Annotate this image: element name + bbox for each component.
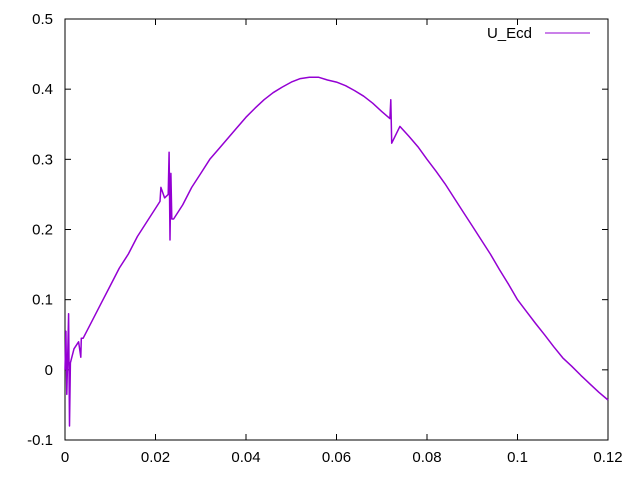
- y-tick-label: -0.1: [27, 432, 53, 449]
- y-tick-label: 0.5: [32, 11, 53, 28]
- y-tick-label: 0.1: [32, 292, 53, 309]
- x-tick-label: 0.02: [141, 449, 170, 466]
- y-tick-label: 0.3: [32, 151, 53, 168]
- series-line-u-ecd: [64, 76, 609, 427]
- axis-ticks: -0.1 0 0.1 0.2 0.3 0.4 0.5 0 0.02 0.04 0.06 0.08 0.1…: [27, 11, 622, 466]
- y-tick-label: 0: [45, 362, 53, 379]
- legend: U_Ecd: [487, 25, 590, 42]
- x-tick-label: 0.12: [593, 449, 622, 466]
- x-tick-label: 0.08: [412, 449, 441, 466]
- x-tick-label: 0.1: [507, 449, 528, 466]
- plot-border: [64, 18, 609, 441]
- y-tick-label: 0.2: [32, 222, 53, 239]
- x-tick-label: 0.06: [322, 449, 351, 466]
- legend-label: U_Ecd: [487, 25, 532, 42]
- x-tick-label: 0: [61, 449, 69, 466]
- x-tick-label: 0.04: [231, 449, 260, 466]
- y-tick-label: 0.4: [32, 81, 53, 98]
